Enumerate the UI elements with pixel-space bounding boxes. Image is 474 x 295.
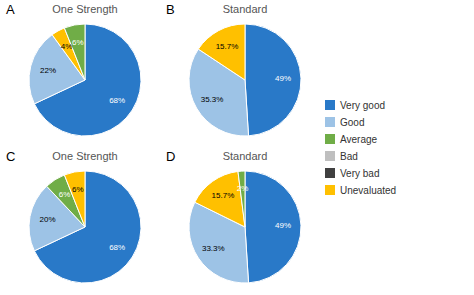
legend-swatch bbox=[325, 168, 335, 178]
panel-label: A bbox=[6, 2, 15, 17]
legend-swatch bbox=[325, 185, 335, 195]
pie-panel: A One Strength 68% 22% 4%6% bbox=[6, 2, 141, 136]
data-label: 20% bbox=[40, 215, 56, 224]
pie-slice bbox=[238, 171, 245, 227]
data-label: 49% bbox=[275, 221, 291, 230]
pie: 49% 33.3% 15.7%2% bbox=[189, 171, 301, 283]
data-label: 6% bbox=[72, 185, 84, 194]
data-label: 15.7% bbox=[216, 42, 239, 51]
pie-slice bbox=[245, 24, 301, 136]
data-label: 2% bbox=[237, 184, 249, 193]
legend-swatch bbox=[325, 117, 335, 127]
data-label: 15.7% bbox=[212, 191, 235, 200]
legend-swatch bbox=[325, 151, 335, 161]
chart-title: One Strength bbox=[52, 3, 117, 15]
chart-root: AOne Strength68%22%4%6%BStandard49%35.3%… bbox=[0, 0, 474, 295]
chart-title: Standard bbox=[223, 150, 268, 162]
legend-swatch bbox=[325, 100, 335, 110]
legend-label: Good bbox=[340, 117, 364, 128]
data-label: 35.3% bbox=[201, 95, 224, 104]
data-label: 33.3% bbox=[202, 244, 225, 253]
legend-swatch bbox=[325, 134, 335, 144]
data-label: 68% bbox=[109, 96, 125, 105]
data-label: 68% bbox=[109, 243, 125, 252]
pie-slice bbox=[198, 24, 245, 80]
pie-slice bbox=[195, 171, 245, 227]
pie-slice bbox=[64, 24, 85, 80]
panel-label: D bbox=[166, 149, 175, 164]
data-label: 6% bbox=[59, 190, 71, 199]
data-label: 6% bbox=[72, 38, 84, 47]
legend-label: Average bbox=[340, 134, 378, 145]
chart-title: One Strength bbox=[52, 150, 117, 162]
pie-slice bbox=[245, 171, 301, 283]
data-label: 4% bbox=[61, 42, 73, 51]
pie: 68% 22% 4%6% bbox=[29, 24, 141, 136]
legend-label: Bad bbox=[340, 151, 358, 162]
panel-label: B bbox=[166, 2, 175, 17]
legend: Very good Good Average Bad Very bad Unevaluat… bbox=[325, 100, 396, 196]
chart-title: Standard bbox=[223, 3, 268, 15]
pie: 49% 35.3% 15.7% bbox=[189, 24, 301, 136]
pie-panel: B Standard 49% 35.3% 15.7% bbox=[166, 2, 301, 136]
pie-panel: D Standard 49% 33.3% 15.7%2% bbox=[166, 149, 301, 283]
pie-panel: C One Strength 68% 20% 6%6% bbox=[6, 149, 141, 283]
legend-label: Very bad bbox=[340, 168, 379, 179]
pie: 68% 20% 6%6% bbox=[29, 171, 141, 283]
legend-label: Unevaluated bbox=[340, 185, 396, 196]
legend-label: Very good bbox=[340, 100, 385, 111]
panel-label: C bbox=[6, 149, 15, 164]
data-label: 49% bbox=[275, 74, 291, 83]
data-label: 22% bbox=[40, 66, 56, 75]
